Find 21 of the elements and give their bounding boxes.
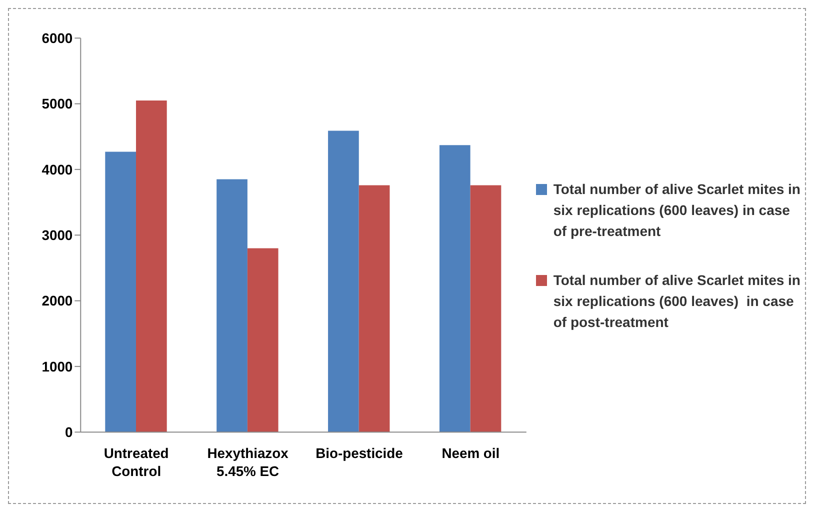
x-tick-label: Neem oil [442, 444, 500, 461]
x-tick-label: Untreated Control [104, 444, 169, 479]
y-tick-label: 0 [64, 424, 73, 440]
bar [439, 145, 470, 432]
bar [358, 185, 390, 432]
legend-label: Total number of alive Scarlet mites in six replications (600 leaves) in case of post-treatment [553, 271, 802, 332]
y-tick-label: 3000 [42, 227, 73, 244]
y-tick-label: 1000 [42, 358, 73, 374]
bar [136, 100, 167, 432]
legend-label: Total number of alive Scarlet mites in six replications (600 leaves) in case of pre-treatment [553, 180, 802, 241]
y-tick-label: 6000 [42, 30, 73, 46]
bar [328, 130, 359, 432]
x-tick-label: Hexythiazox 5.45% EC [207, 444, 289, 479]
x-tick-label: Bio-pesticide [316, 444, 404, 461]
bar [105, 152, 136, 432]
y-tick-label: 4000 [42, 161, 73, 178]
y-tick-label: 5000 [42, 96, 73, 112]
bar [470, 185, 502, 432]
y-tick-label: 2000 [42, 292, 73, 309]
bar [247, 248, 278, 432]
bar [216, 179, 248, 432]
